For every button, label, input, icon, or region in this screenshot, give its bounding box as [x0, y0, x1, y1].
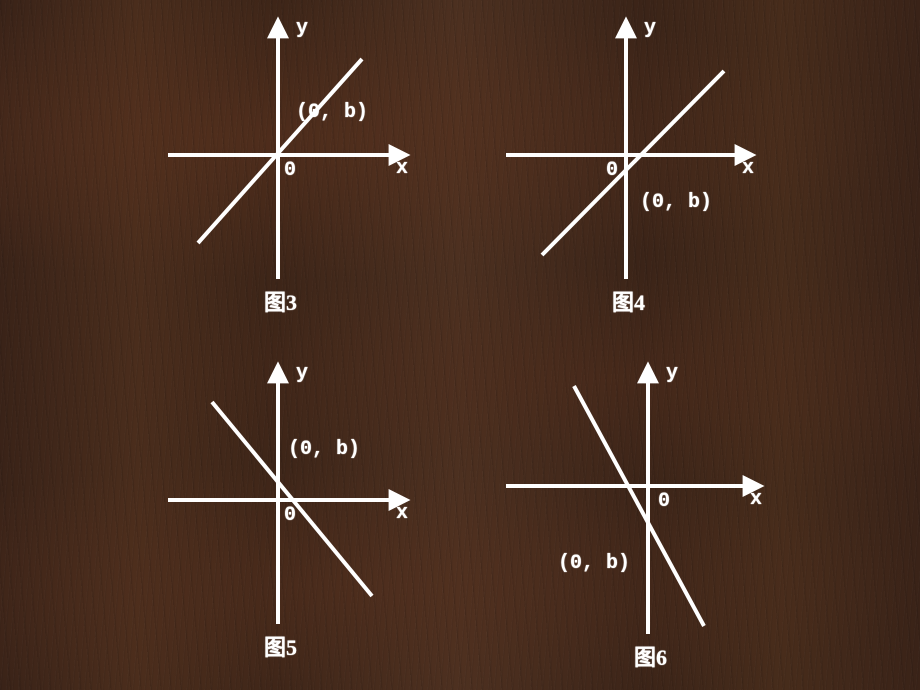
- x-axis-label: x: [396, 157, 408, 180]
- origin-label: 0: [606, 159, 618, 182]
- y-axis-label: y: [296, 362, 308, 385]
- plot-svg: [488, 350, 768, 660]
- x-axis-label: x: [742, 157, 754, 180]
- x-axis-label: x: [396, 502, 408, 525]
- origin-label: 0: [284, 159, 296, 182]
- x-axis-label: x: [750, 488, 762, 511]
- y-axis-label: y: [644, 17, 656, 40]
- plot-p3: y x 0 (0, b) 图3: [150, 5, 430, 315]
- intercept-label: (0, b): [288, 438, 360, 461]
- plot-caption: 图4: [612, 285, 645, 317]
- function-line: [542, 71, 724, 255]
- origin-label: 0: [658, 490, 670, 513]
- plot-caption: 图5: [264, 630, 297, 662]
- function-line: [574, 386, 704, 626]
- intercept-label: (0, b): [640, 191, 712, 214]
- intercept-label: (0, b): [558, 552, 630, 575]
- plot-p6: yx0(0, b)图6: [488, 350, 768, 660]
- plot-caption: 图6: [634, 640, 667, 672]
- intercept-label: (0, b): [296, 101, 368, 124]
- plot-svg: [488, 5, 768, 315]
- y-axis-label: y: [296, 17, 308, 40]
- plot-caption: 图3: [264, 285, 297, 317]
- y-axis-label: y: [666, 362, 678, 385]
- plot-p4: y x 0 (0, b) 图4: [488, 5, 768, 315]
- plot-p5: y x 0 (0, b) 图5: [150, 350, 430, 660]
- origin-label: 0: [284, 504, 296, 527]
